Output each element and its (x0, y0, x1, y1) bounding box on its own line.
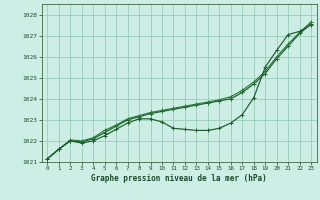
X-axis label: Graphe pression niveau de la mer (hPa): Graphe pression niveau de la mer (hPa) (91, 174, 267, 183)
